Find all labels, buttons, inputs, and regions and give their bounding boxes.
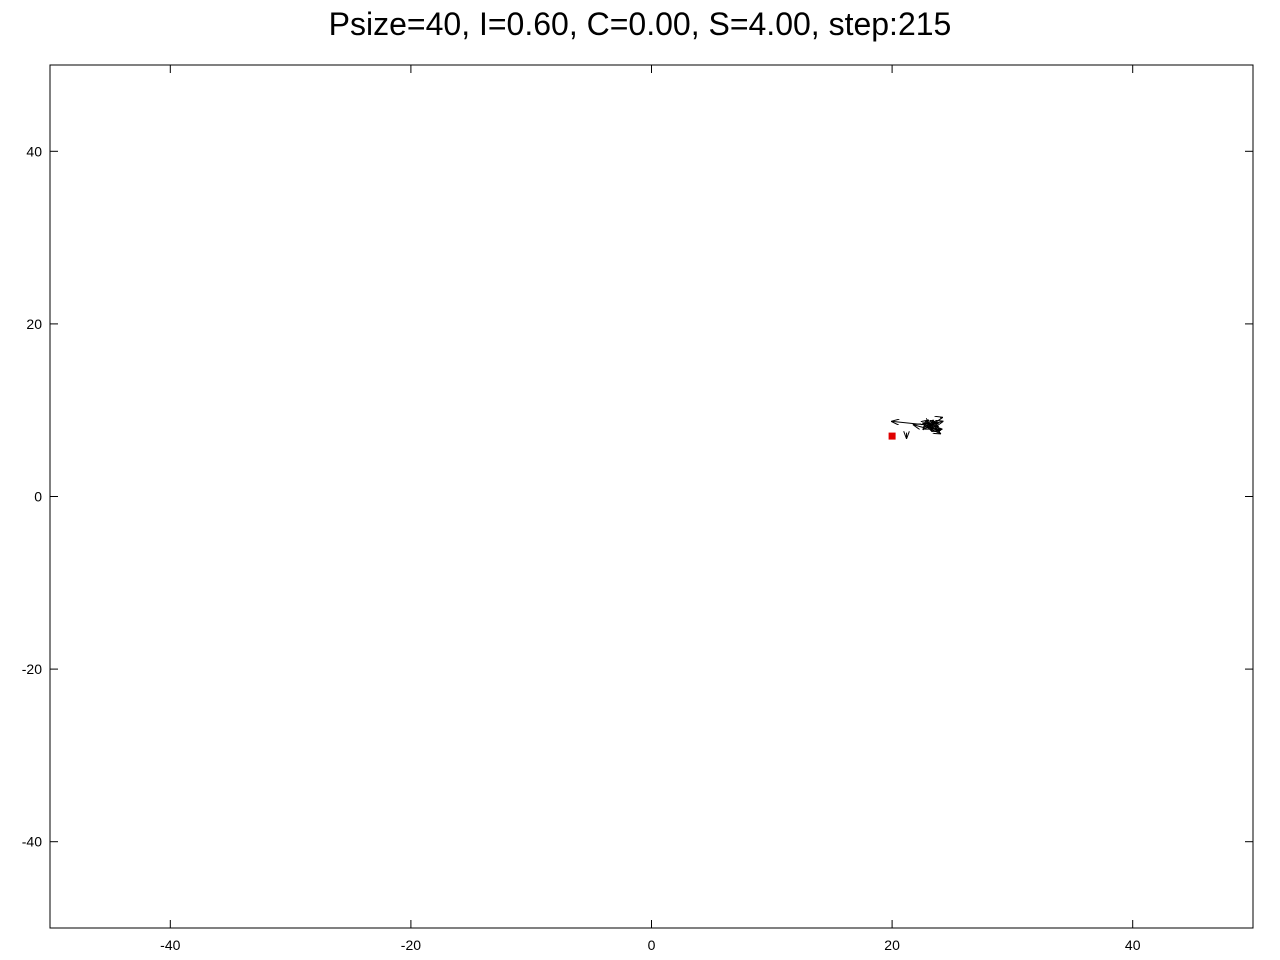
x-tick-label: 0	[648, 937, 656, 953]
chart-title: Psize=40, I=0.60, C=0.00, S=4.00, step:2…	[328, 6, 952, 42]
point-markers	[888, 432, 896, 440]
axis-ticks	[50, 65, 1253, 928]
x-tick-label: 40	[1125, 937, 1141, 953]
y-tick-label: -40	[22, 834, 42, 850]
y-tick-label: 0	[34, 489, 42, 505]
vector-field	[892, 418, 943, 438]
x-tick-label: 20	[884, 937, 900, 953]
vector-arrow-17	[925, 421, 930, 425]
vector-arrow-7	[914, 425, 924, 428]
point-marker-0	[888, 432, 896, 440]
y-tick-label: 20	[26, 316, 42, 332]
plot-frame	[49, 64, 1254, 929]
y-tick-label: 40	[26, 143, 42, 159]
x-tick-label: -40	[160, 937, 180, 953]
x-tick-label: -20	[401, 937, 421, 953]
y-tick-label: -20	[22, 661, 42, 677]
axis-tick-labels: -40 -20 0 20 40 -40 -20 0 20 40	[22, 143, 1141, 953]
vector-arrow-0	[892, 421, 926, 426]
